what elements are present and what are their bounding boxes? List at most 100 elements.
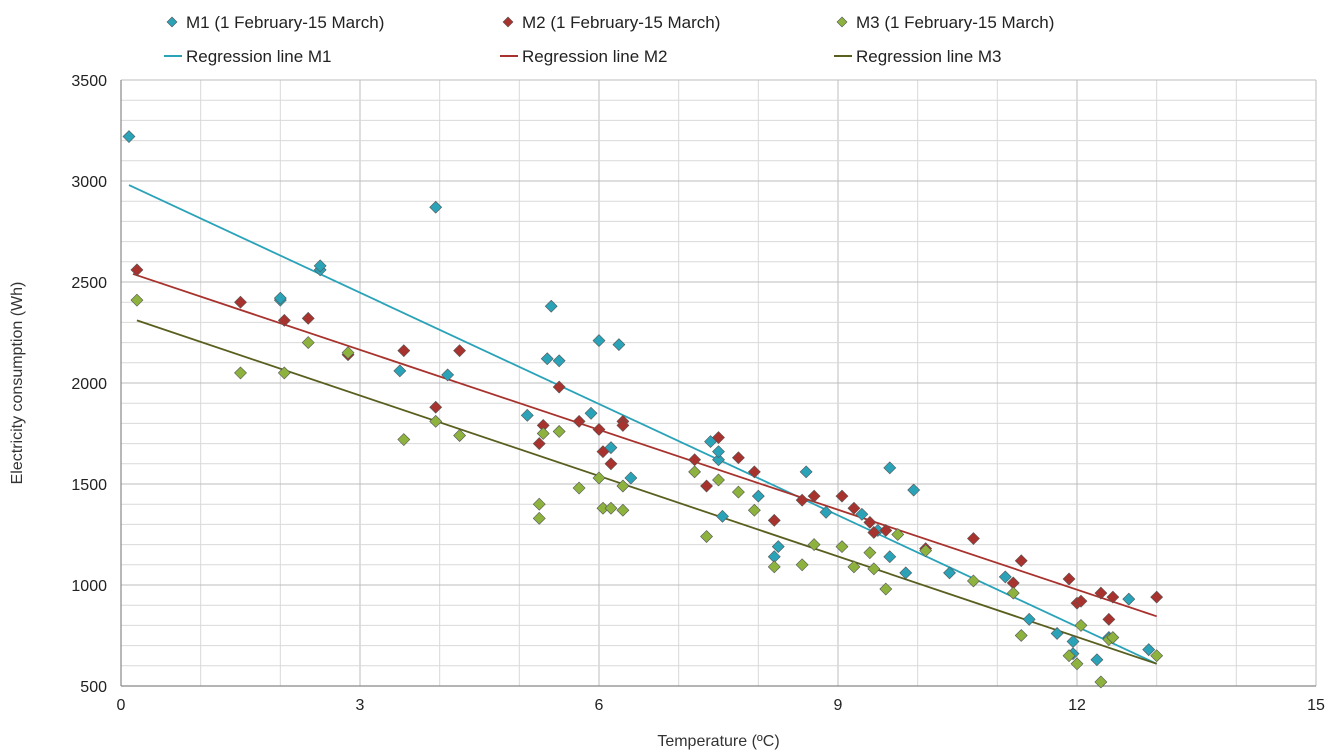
data-point — [234, 366, 247, 380]
data-point — [301, 336, 315, 350]
data-point — [1142, 643, 1156, 657]
data-point — [1122, 592, 1136, 606]
data-point — [1066, 635, 1080, 648]
data-point — [520, 408, 534, 422]
data-point — [1006, 586, 1020, 600]
data-point — [277, 313, 291, 327]
data-point — [712, 445, 725, 459]
data-point — [879, 582, 893, 596]
data-point — [393, 364, 407, 378]
data-point — [592, 423, 606, 436]
data-point — [899, 566, 913, 580]
data-point — [532, 511, 546, 525]
regression-line — [128, 184, 1158, 665]
data-point — [429, 400, 443, 414]
data-point — [1150, 649, 1164, 663]
data-point — [751, 489, 765, 503]
data-point — [1070, 657, 1084, 671]
regression-line — [136, 319, 1157, 665]
x-tick-label: 15 — [1307, 697, 1325, 714]
data-point — [1094, 586, 1108, 600]
data-point — [795, 493, 809, 507]
legend-label: M3 (1 February-15 March) — [856, 13, 1054, 32]
y-tick-label: 3500 — [71, 73, 107, 90]
data-point — [1094, 675, 1108, 689]
data-point — [592, 471, 606, 485]
data-point — [616, 503, 630, 517]
regression-line — [132, 273, 1157, 618]
data-point — [429, 200, 443, 214]
data-point — [584, 406, 598, 420]
data-point — [891, 528, 905, 541]
data-point — [122, 130, 136, 143]
axes — [120, 80, 1316, 687]
data-point — [596, 445, 610, 459]
data-point — [867, 526, 881, 539]
data-point — [612, 338, 626, 352]
data-point — [1014, 629, 1028, 642]
data-point — [835, 489, 849, 503]
x-tick-label: 12 — [1068, 697, 1086, 714]
data-point — [819, 505, 833, 519]
data-point — [616, 418, 630, 432]
data-point — [807, 489, 821, 503]
legend-label: M1 (1 February-15 March) — [186, 13, 384, 32]
data-point — [907, 483, 921, 497]
data-point — [795, 558, 809, 572]
data-point — [835, 540, 849, 554]
data-point — [1074, 594, 1088, 608]
data-point — [855, 507, 869, 521]
y-tick-label: 2000 — [71, 376, 107, 393]
data-point — [1022, 612, 1036, 626]
data-point — [1150, 590, 1164, 604]
data-point — [301, 311, 315, 325]
data-point — [1062, 572, 1076, 586]
data-point — [552, 425, 566, 438]
data-points — [122, 130, 1164, 689]
data-point — [700, 530, 713, 543]
data-point — [341, 346, 355, 360]
data-point — [799, 465, 813, 479]
data-point — [604, 501, 618, 515]
data-point — [700, 479, 713, 493]
data-point — [544, 299, 558, 313]
legend-marker — [166, 16, 178, 28]
x-axis-label: Temperature (ºC) — [657, 733, 779, 750]
data-point — [277, 366, 291, 380]
data-point — [1074, 618, 1088, 632]
data-point — [712, 453, 725, 467]
data-point — [552, 380, 566, 394]
data-point — [883, 550, 897, 564]
x-tick-label: 0 — [117, 697, 126, 714]
data-point — [731, 451, 745, 465]
data-point — [967, 574, 980, 588]
data-point — [767, 560, 781, 574]
legend-label: Regression line M2 — [522, 47, 668, 66]
y-tick-label: 3000 — [71, 174, 107, 191]
data-point — [1062, 649, 1076, 663]
grid — [120, 79, 1317, 687]
data-point — [532, 497, 546, 511]
data-point — [943, 566, 956, 580]
y-tick-label: 500 — [80, 679, 107, 696]
data-point — [1106, 631, 1120, 644]
data-point — [1106, 590, 1120, 604]
data-point — [540, 352, 554, 366]
data-point — [130, 293, 144, 307]
data-point — [807, 538, 821, 552]
data-point — [234, 295, 247, 309]
data-point — [397, 344, 411, 358]
x-tick-label: 3 — [356, 697, 365, 714]
data-point — [604, 457, 618, 471]
data-point — [592, 334, 606, 348]
y-axis-label: Electricity consumption (Wh) — [9, 282, 26, 485]
data-point — [863, 515, 877, 529]
data-point — [731, 485, 745, 499]
data-point — [1090, 653, 1104, 667]
data-point — [429, 414, 443, 428]
data-point — [847, 560, 861, 574]
data-point — [1102, 612, 1116, 626]
data-point — [313, 259, 327, 273]
data-point — [624, 471, 638, 485]
data-point — [397, 433, 411, 446]
